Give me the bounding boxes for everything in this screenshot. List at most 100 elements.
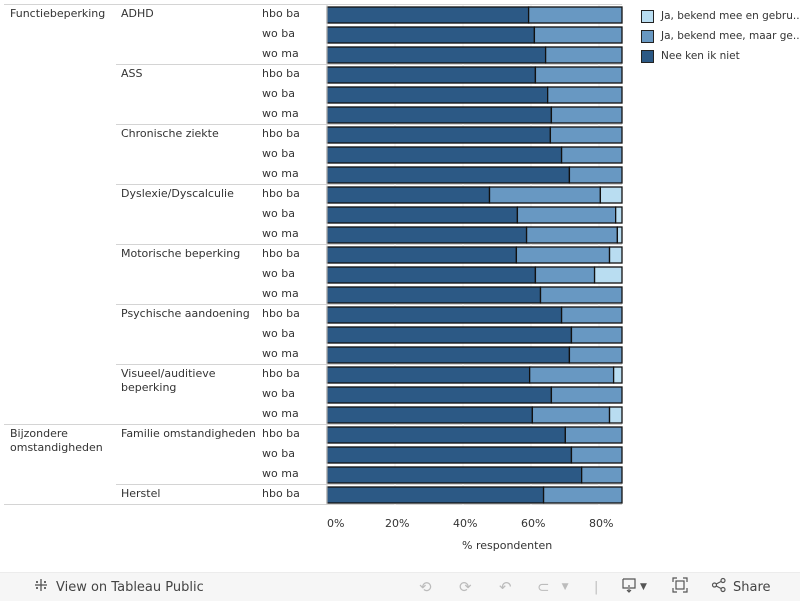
level-label: wo ba bbox=[262, 27, 295, 40]
bar-segment-bekend bbox=[581, 466, 623, 484]
level-label: wo ba bbox=[262, 87, 295, 100]
redo-icon: ⟳ bbox=[459, 578, 472, 596]
undo-button[interactable]: ⟲ bbox=[419, 573, 432, 601]
legend-label: Ja, bekend mee en gebru... bbox=[661, 10, 800, 22]
bar-segment-bekend bbox=[564, 426, 623, 444]
tableau-logo-icon bbox=[33, 577, 49, 597]
group-divider bbox=[4, 504, 622, 505]
bar-segment-nee bbox=[326, 426, 566, 444]
subgroup-label: Herstel bbox=[121, 487, 161, 500]
undo-icon: ⟲ bbox=[419, 578, 432, 596]
level-label: hbo ba bbox=[262, 127, 300, 140]
group-divider bbox=[4, 424, 622, 425]
share-icon bbox=[711, 577, 727, 597]
bar-segment-bekend bbox=[542, 486, 623, 504]
level-label: wo ma bbox=[262, 47, 299, 60]
share-button[interactable]: Share bbox=[711, 573, 771, 601]
bar-segment-bekend bbox=[549, 126, 623, 144]
bar-segment-nee bbox=[326, 66, 537, 84]
bar-segment-nee bbox=[326, 266, 537, 284]
level-label: hbo ba bbox=[262, 247, 300, 260]
subgroup-label: Dyslexie/Dyscalculie bbox=[121, 187, 234, 200]
bar-segment-bekend bbox=[539, 286, 623, 304]
bar-segment-nee bbox=[326, 406, 534, 424]
bar-segment-nee bbox=[326, 286, 542, 304]
bar-segment-nee bbox=[326, 46, 547, 64]
bar-segment-gebruik bbox=[593, 266, 623, 284]
level-label: wo ba bbox=[262, 207, 295, 220]
subgroup-divider bbox=[116, 184, 622, 185]
subgroup-label: Familie omstandigheden bbox=[121, 427, 256, 440]
bar-segment-gebruik bbox=[599, 186, 623, 204]
level-label: hbo ba bbox=[262, 367, 300, 380]
view-on-tableau-button[interactable]: View on Tableau Public bbox=[33, 573, 204, 601]
bar-segment-bekend bbox=[534, 266, 596, 284]
x-tick-label: 60% bbox=[521, 517, 546, 530]
bar-segment-nee bbox=[326, 366, 531, 384]
subgroup-divider bbox=[116, 364, 622, 365]
fullscreen-button[interactable] bbox=[672, 573, 688, 601]
bar-segment-bekend bbox=[550, 106, 623, 124]
bar-segment-bekend bbox=[570, 326, 623, 344]
refresh-button[interactable]: ⊂ ▼ bbox=[537, 573, 569, 601]
group-label: Bijzondere omstandigheden bbox=[10, 427, 103, 454]
legend-item-unknown[interactable]: Nee ken ik niet bbox=[641, 46, 800, 66]
bar-segment-nee bbox=[326, 6, 530, 24]
bar-segment-bekend bbox=[550, 386, 623, 404]
level-label: hbo ba bbox=[262, 67, 300, 80]
subgroup-label: Motorische beperking bbox=[121, 247, 241, 260]
level-label: wo ba bbox=[262, 327, 295, 340]
legend-item-used[interactable]: Ja, bekend mee en gebru... bbox=[641, 6, 800, 26]
chevron-down-icon: ▼ bbox=[561, 582, 569, 592]
bar-segment-bekend bbox=[570, 446, 623, 464]
level-label: hbo ba bbox=[262, 187, 300, 200]
bar-segment-bekend bbox=[531, 406, 611, 424]
bar-segment-bekend bbox=[527, 6, 623, 24]
bar-segment-bekend bbox=[544, 46, 623, 64]
subgroup-label: Chronische ziekte bbox=[121, 127, 219, 140]
share-label: Share bbox=[733, 579, 771, 595]
legend-item-known[interactable]: Ja, bekend mee, maar ge... bbox=[641, 26, 800, 46]
bar-segment-bekend bbox=[528, 366, 615, 384]
bar-segment-nee bbox=[326, 386, 553, 404]
level-label: wo ma bbox=[262, 167, 299, 180]
x-tick-label: 80% bbox=[589, 517, 614, 530]
legend-swatch-unknown bbox=[641, 49, 654, 63]
bar-segment-nee bbox=[326, 346, 571, 364]
bar-segment-bekend bbox=[534, 66, 623, 84]
bar-segment-gebruik bbox=[616, 226, 623, 244]
level-label: hbo ba bbox=[262, 487, 300, 500]
bar-segment-bekend bbox=[516, 206, 617, 224]
subgroup-divider bbox=[116, 64, 622, 65]
bar-segment-nee bbox=[326, 486, 545, 504]
toolbar-divider: | bbox=[594, 579, 599, 595]
chevron-down-icon: ▼ bbox=[640, 582, 647, 592]
download-icon bbox=[621, 577, 637, 597]
subgroup-divider bbox=[116, 484, 622, 485]
legend-swatch-known bbox=[641, 29, 654, 43]
revert-button[interactable]: ↶ bbox=[499, 573, 512, 601]
redo-button[interactable]: ⟳ bbox=[459, 573, 472, 601]
revert-icon: ↶ bbox=[499, 578, 512, 596]
level-label: wo ma bbox=[262, 287, 299, 300]
bar-segment-bekend bbox=[547, 86, 623, 104]
level-label: wo ba bbox=[262, 387, 295, 400]
bar-segment-nee bbox=[326, 446, 573, 464]
legend: Ja, bekend mee en gebru... Ja, bekend me… bbox=[641, 6, 800, 66]
subgroup-divider bbox=[116, 244, 622, 245]
bar-segment-nee bbox=[326, 106, 553, 124]
view-on-tableau-label: View on Tableau Public bbox=[56, 579, 204, 595]
bar-segment-bekend bbox=[533, 26, 623, 44]
level-label: wo ma bbox=[262, 407, 299, 420]
bar-segment-bekend bbox=[560, 146, 623, 164]
level-label: wo ba bbox=[262, 147, 295, 160]
refresh-icon: ⊂ bbox=[537, 578, 550, 596]
legend-swatch-used bbox=[641, 9, 654, 23]
fullscreen-icon bbox=[672, 577, 688, 597]
bar-segment-nee bbox=[326, 126, 552, 144]
download-button[interactable]: ▼ bbox=[621, 573, 647, 601]
level-label: hbo ba bbox=[262, 7, 300, 20]
bar-segment-nee bbox=[326, 326, 573, 344]
level-label: wo ma bbox=[262, 467, 299, 480]
level-label: wo ma bbox=[262, 347, 299, 360]
